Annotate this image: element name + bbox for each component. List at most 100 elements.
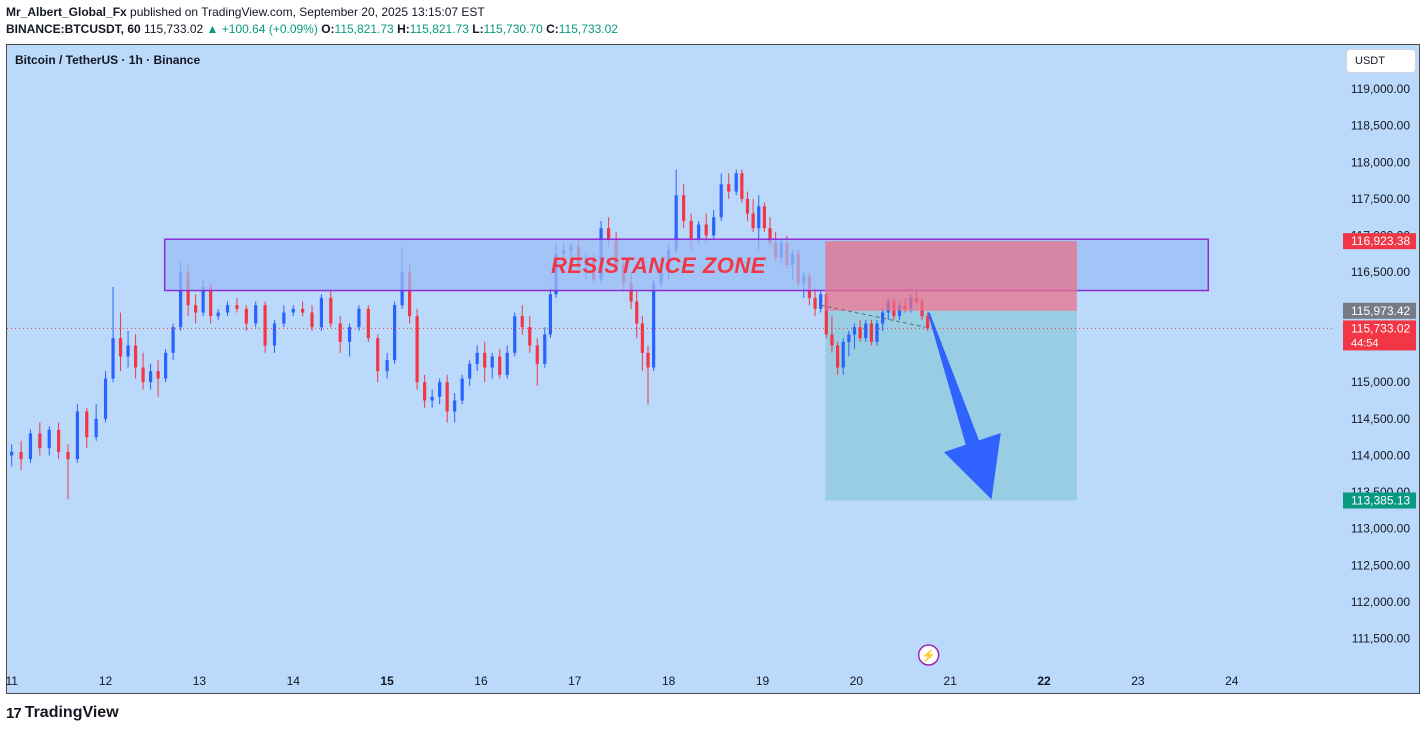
y-tick-label: 118,500.00 (1351, 119, 1410, 133)
price-label-text: 116,923.38 (1351, 234, 1410, 248)
candle-body (415, 316, 419, 383)
candle (926, 312, 930, 331)
x-tick-label: 22 (1037, 674, 1051, 688)
candle-body (126, 345, 130, 357)
candle-body (57, 429, 61, 452)
candle (453, 393, 457, 423)
arrow-layer (927, 312, 1001, 500)
candle-body (498, 356, 502, 375)
close-value: 115,733.02 (558, 22, 618, 36)
price-change: +100.64 (+0.09%) (221, 22, 318, 36)
x-tick-label: 15 (380, 674, 394, 688)
price-label-bg (1343, 302, 1416, 319)
price-label: 115,973.42 (1343, 302, 1416, 319)
candle (225, 301, 230, 317)
y-tick-label: 119,000.00 (1351, 82, 1410, 96)
price-label-text: 115,973.42 (1351, 304, 1410, 318)
candle-body (282, 312, 286, 324)
candle-body (635, 301, 639, 324)
candle-body (263, 305, 267, 346)
candle (216, 308, 220, 320)
trend-line (820, 304, 926, 328)
candle (430, 389, 434, 408)
candle (126, 330, 130, 368)
y-tick-label: 117,500.00 (1351, 192, 1410, 206)
candle (10, 444, 14, 467)
y-tick-label: 114,000.00 (1351, 448, 1410, 462)
candle-body (209, 286, 213, 317)
candle (498, 349, 502, 379)
candle (445, 374, 449, 423)
candle (94, 404, 98, 441)
candle-body (85, 411, 89, 438)
x-tick-label: 14 (287, 674, 301, 688)
y-tick-label: 113,000.00 (1351, 522, 1410, 536)
candle (38, 422, 42, 456)
candle (734, 169, 738, 196)
candle-body (768, 228, 772, 243)
candle-body (875, 323, 879, 342)
candle-body (528, 327, 532, 346)
candle-body (111, 338, 115, 379)
resistance-zone-label: RESISTANCE ZONE (551, 253, 767, 278)
price-label-text: 115,733.02 (1351, 321, 1410, 335)
candle (460, 374, 464, 405)
candle (194, 294, 198, 324)
y-tick-label: 115,000.00 (1351, 375, 1410, 389)
candle (415, 308, 419, 390)
candle (646, 345, 650, 405)
x-tick-label: 12 (99, 674, 113, 688)
candle (357, 305, 361, 331)
lightning-icon[interactable]: ⚡ (917, 644, 940, 666)
candle (682, 184, 686, 229)
candle (244, 305, 248, 331)
lightning-icon-glyph: ⚡ (921, 649, 936, 663)
candle-body (762, 206, 766, 229)
candle-body (864, 323, 868, 339)
candle (841, 338, 845, 375)
candle (263, 301, 267, 353)
candle (712, 209, 716, 240)
candle-body (338, 323, 342, 342)
candle-body (445, 382, 449, 412)
candle-body (301, 308, 305, 313)
candle-body (272, 323, 277, 346)
candle-body (423, 382, 427, 401)
author-name[interactable]: Mr_Albert_Global_Fx (6, 5, 127, 19)
tradingview-logo[interactable]: 17 TradingView (6, 702, 119, 724)
candle-body (438, 382, 442, 397)
candle (272, 319, 277, 353)
currency-button[interactable]: USDT (1346, 49, 1416, 73)
x-tick-label: 20 (850, 674, 864, 688)
candle (727, 173, 731, 199)
publish-line: Mr_Albert_Global_Fx published on Trading… (6, 4, 618, 21)
candle (254, 301, 258, 328)
y-tick-label: 118,000.00 (1351, 155, 1410, 169)
x-tick-label: 19 (756, 674, 770, 688)
candle (543, 327, 547, 368)
candle (505, 345, 509, 379)
candle (66, 444, 70, 500)
candle (475, 345, 479, 372)
candle-body (430, 396, 434, 401)
x-tick-label: 18 (662, 674, 676, 688)
symbol-line: BINANCE:BTCUSDT, 60 115,733.02 ▲ +100.64… (6, 21, 618, 38)
candle-body (393, 305, 397, 361)
countdown-text: 44:54 (1351, 337, 1379, 349)
candle (535, 338, 539, 386)
candle (830, 316, 834, 353)
candle-body (712, 217, 716, 236)
x-tick-label: 23 (1131, 674, 1145, 688)
candle-body (869, 323, 873, 342)
candle-body (852, 327, 857, 335)
candle-body (194, 305, 198, 313)
target-zone (825, 310, 1077, 501)
candle-body (727, 184, 731, 192)
low-label: L: (472, 22, 484, 36)
candle (291, 305, 295, 317)
candle-body (682, 195, 686, 221)
candle (103, 371, 108, 423)
open-label: O: (321, 22, 335, 36)
target-zone-layer (825, 310, 1077, 501)
